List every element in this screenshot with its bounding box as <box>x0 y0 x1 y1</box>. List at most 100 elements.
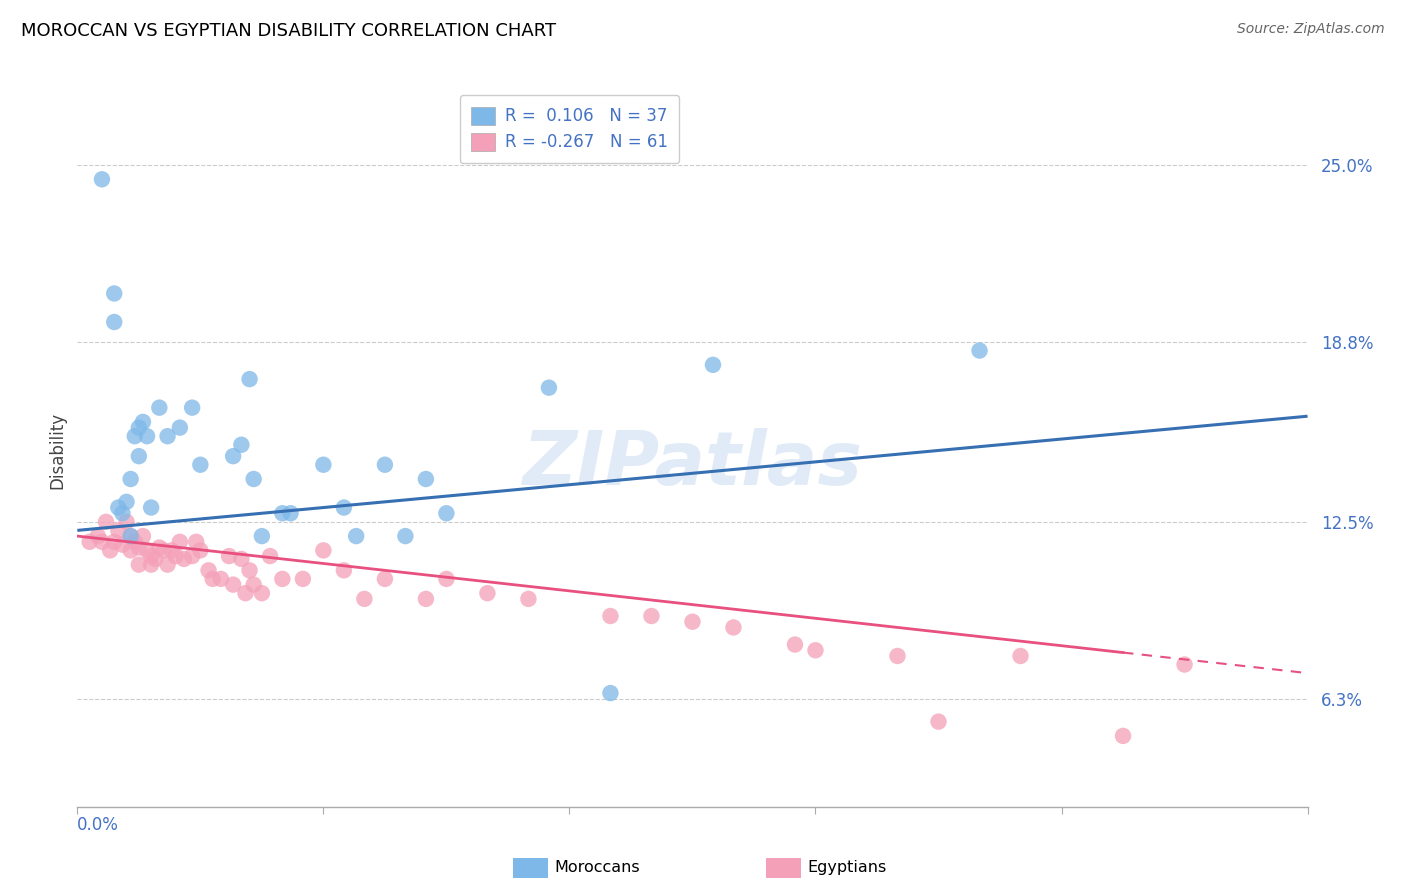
Text: MOROCCAN VS EGYPTIAN DISABILITY CORRELATION CHART: MOROCCAN VS EGYPTIAN DISABILITY CORRELAT… <box>21 22 557 40</box>
Point <box>537 381 560 395</box>
Point <box>271 506 294 520</box>
Point <box>886 648 908 663</box>
Point <box>928 714 950 729</box>
Point <box>239 563 262 577</box>
Point <box>124 429 146 443</box>
Point <box>107 500 129 515</box>
Point <box>477 586 499 600</box>
Point <box>136 543 159 558</box>
Point <box>103 315 125 329</box>
Point <box>723 620 745 634</box>
Point <box>1010 648 1032 663</box>
Point <box>141 558 163 572</box>
Y-axis label: Disability: Disability <box>48 412 66 489</box>
Point <box>94 515 117 529</box>
Point <box>79 534 101 549</box>
Point <box>103 534 125 549</box>
Point <box>599 609 621 624</box>
Point <box>120 543 142 558</box>
Point <box>132 529 155 543</box>
Point <box>682 615 704 629</box>
Point <box>132 415 155 429</box>
Point <box>209 572 232 586</box>
Point <box>250 586 273 600</box>
Point <box>87 529 110 543</box>
Text: 0.0%: 0.0% <box>77 816 120 834</box>
Point <box>148 401 170 415</box>
Point <box>312 543 335 558</box>
Point <box>231 552 253 566</box>
Point <box>111 506 134 520</box>
Point <box>181 549 204 563</box>
Point <box>156 558 179 572</box>
Point <box>783 638 806 652</box>
Point <box>235 586 257 600</box>
Point <box>333 563 356 577</box>
Legend: R =  0.106   N = 37, R = -0.267   N = 61: R = 0.106 N = 37, R = -0.267 N = 61 <box>460 95 679 163</box>
Point <box>804 643 827 657</box>
Point <box>160 543 183 558</box>
Point <box>98 543 121 558</box>
Point <box>969 343 991 358</box>
Point <box>120 529 142 543</box>
Point <box>1112 729 1135 743</box>
Point <box>128 449 150 463</box>
Point <box>415 472 437 486</box>
Text: Source: ZipAtlas.com: Source: ZipAtlas.com <box>1237 22 1385 37</box>
Point <box>128 541 150 555</box>
Point <box>333 500 356 515</box>
Point <box>107 524 129 538</box>
Point <box>242 577 264 591</box>
Point <box>374 458 396 472</box>
Point <box>231 438 253 452</box>
Point <box>136 429 159 443</box>
Point <box>188 543 212 558</box>
Point <box>1174 657 1197 672</box>
Text: ZIPatlas: ZIPatlas <box>523 428 862 501</box>
Point <box>201 572 224 586</box>
Point <box>218 549 240 563</box>
Point <box>115 515 138 529</box>
Point <box>173 552 195 566</box>
Point <box>344 529 367 543</box>
Point <box>640 609 662 624</box>
Point <box>599 686 621 700</box>
Point <box>124 534 146 549</box>
Point <box>702 358 724 372</box>
Point <box>394 529 416 543</box>
Point <box>103 286 125 301</box>
Point <box>156 429 179 443</box>
Point <box>415 591 437 606</box>
Point <box>169 420 191 434</box>
Point <box>128 420 150 434</box>
Point <box>259 549 281 563</box>
Point <box>115 495 138 509</box>
Point <box>169 534 191 549</box>
Point <box>128 558 150 572</box>
Point <box>374 572 396 586</box>
Point <box>181 401 204 415</box>
Point <box>143 552 166 566</box>
Point <box>239 372 262 386</box>
Point <box>436 506 458 520</box>
Point <box>242 472 264 486</box>
Point <box>165 549 187 563</box>
Point <box>271 572 294 586</box>
Point <box>312 458 335 472</box>
Point <box>186 534 208 549</box>
Point <box>188 458 212 472</box>
Text: Moroccans: Moroccans <box>554 861 640 875</box>
Point <box>353 591 375 606</box>
Point <box>152 543 174 558</box>
Point <box>222 577 245 591</box>
Point <box>111 538 134 552</box>
Point <box>291 572 314 586</box>
Point <box>436 572 458 586</box>
Point <box>517 591 540 606</box>
Point <box>197 563 219 577</box>
Point <box>250 529 273 543</box>
Point <box>280 506 302 520</box>
Point <box>141 500 163 515</box>
Point <box>120 472 142 486</box>
Point <box>90 534 114 549</box>
